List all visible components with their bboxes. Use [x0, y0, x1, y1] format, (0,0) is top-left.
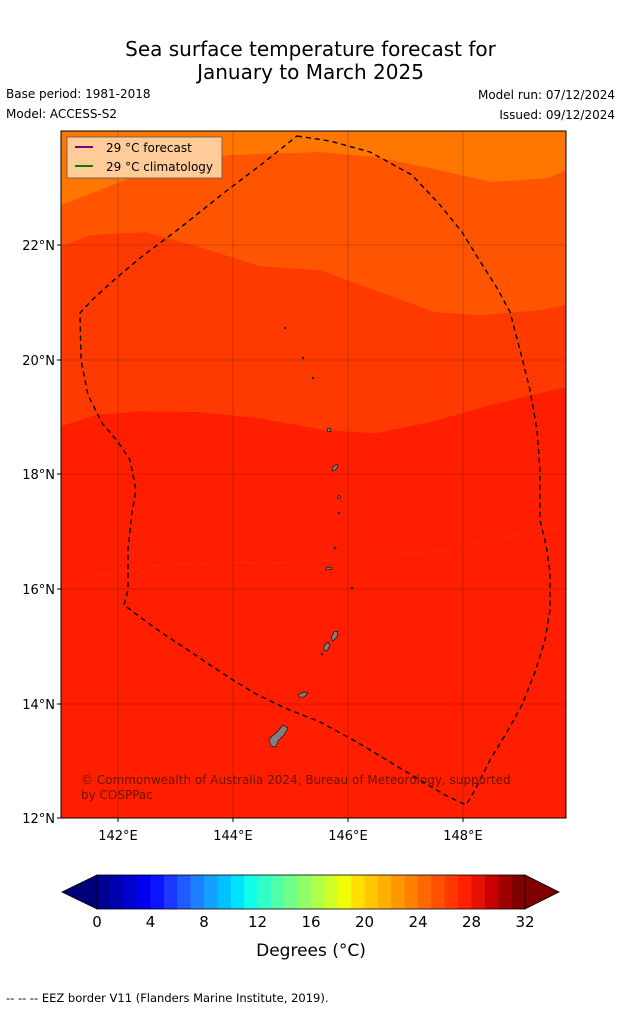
island-alamagan	[337, 495, 341, 499]
eez-border	[79, 135, 551, 806]
title-line-2: January to March 2025	[197, 60, 424, 84]
colorbar-cell	[404, 875, 419, 909]
lon-label: 144°E	[213, 829, 253, 844]
island-guguan	[337, 511, 341, 515]
colorbar-over-arrow	[524, 874, 560, 910]
colorbar-tick-label: 12	[248, 913, 267, 931]
colorbar-cell	[444, 875, 459, 909]
sst-band-5	[61, 387, 566, 588]
model-name: Model: ACCESS-S2	[6, 107, 118, 121]
sst-band-coolest	[61, 527, 566, 818]
colorbar-cell	[97, 875, 111, 909]
lat-label: 12°N	[22, 812, 55, 827]
island-tinian	[323, 641, 331, 652]
island-saipan	[330, 630, 339, 642]
colorbar-cell	[324, 875, 339, 909]
colorbar-cell	[311, 875, 325, 909]
colorbar-cell	[377, 875, 392, 909]
lat-label: 14°N	[22, 698, 55, 713]
copyright-line-1: © Commonwealth of Australia 2024, Bureau…	[81, 773, 511, 787]
colorbar-cell	[458, 875, 472, 909]
lat-label: 20°N	[22, 354, 55, 369]
lon-label: 148°E	[443, 829, 483, 844]
colorbar-cell	[471, 875, 486, 909]
colorbar-cell	[431, 875, 446, 909]
colorbar-cell	[484, 875, 499, 909]
colorbar-tick-label: 28	[462, 913, 481, 931]
colorbar-cell	[230, 875, 245, 909]
lon-label: 146°E	[328, 829, 368, 844]
colorbar-cell	[204, 875, 218, 909]
colorbar-tick-label: 20	[355, 913, 374, 931]
legend-climatology-label: 29 °C climatology	[106, 160, 213, 174]
colorbar-cell	[297, 875, 312, 909]
colorbar-under-arrow	[61, 874, 98, 910]
island-aguijan	[320, 652, 324, 656]
colorbar-cell	[123, 875, 138, 909]
colorbar-cell	[177, 875, 192, 909]
island-guam	[268, 724, 289, 748]
colorbar-cell	[257, 875, 272, 909]
base-period: Base period: 1981-2018	[6, 87, 151, 101]
page-title: Sea surface temperature forecast for Jan…	[0, 38, 621, 84]
island-anatahan	[325, 566, 333, 571]
colorbar-cell	[270, 875, 285, 909]
colorbar-cell	[217, 875, 232, 909]
colorbar-cell	[110, 875, 125, 909]
colorbar-cell	[284, 875, 299, 909]
sst-band-4	[61, 232, 566, 433]
colorbar-cell	[364, 875, 379, 909]
axis-ticks	[57, 244, 464, 822]
colorbar-tick-label: 4	[146, 913, 156, 931]
legend-forecast-label: 29 °C forecast	[106, 141, 192, 155]
map-legend: 29 °C forecast 29 °C climatology	[66, 136, 223, 179]
island-agrihan	[326, 427, 332, 433]
copyright-notice: © Commonwealth of Australia 2024, Bureau…	[81, 773, 511, 802]
colorbar-cell	[337, 875, 352, 909]
sst-map-area	[61, 131, 566, 818]
island-rota	[297, 691, 309, 698]
colorbar-cell	[137, 875, 151, 909]
model-run: Model run: 07/12/2024	[477, 88, 615, 102]
colorbar-tick-label: 32	[515, 913, 534, 931]
island-uracas	[283, 326, 286, 329]
colorbar-tick-label: 24	[408, 913, 427, 931]
sst-band-3	[61, 152, 566, 315]
island-farallon-de-medinilla	[350, 586, 354, 590]
colorbar: 0 4 8 12 16 20 24 28 32 Degrees (°C)	[61, 874, 560, 961]
colorbar-cell	[351, 875, 365, 909]
lat-label: 16°N	[22, 583, 55, 598]
colorbar-cell	[163, 875, 178, 909]
title-line-1: Sea surface temperature forecast for	[125, 37, 496, 61]
colorbar-cell	[391, 875, 406, 909]
colorbar-tick-label: 8	[199, 913, 209, 931]
longitude-labels: 142°E 144°E 146°E 148°E	[98, 829, 483, 844]
colorbar-cell	[498, 875, 513, 909]
lat-label: 18°N	[22, 468, 55, 483]
copyright-line-2: by COSPPac	[81, 788, 153, 802]
land-islands	[268, 326, 354, 748]
island-asuncion	[311, 376, 315, 380]
lat-label: 22°N	[22, 239, 55, 254]
colorbar-cell	[244, 875, 258, 909]
colorbar-tick-label: 0	[92, 913, 102, 931]
island-pagan	[331, 463, 339, 472]
colorbar-cell	[511, 875, 526, 909]
lon-label: 142°E	[98, 829, 138, 844]
colorbar-cell	[190, 875, 205, 909]
graticule	[61, 131, 566, 818]
colorbar-label: Degrees (°C)	[256, 941, 366, 961]
issued-date: Issued: 09/12/2024	[499, 108, 615, 122]
colorbar-cell	[150, 875, 165, 909]
island-maug	[301, 356, 305, 360]
island-sarigan	[333, 546, 337, 550]
latitude-labels: 22°N 20°N 18°N 16°N 14°N 12°N	[22, 239, 55, 827]
eez-source-note: -- -- -- EEZ border V11 (Flanders Marine…	[6, 991, 329, 1005]
colorbar-cell	[418, 875, 432, 909]
colorbar-tick-label: 16	[301, 913, 320, 931]
